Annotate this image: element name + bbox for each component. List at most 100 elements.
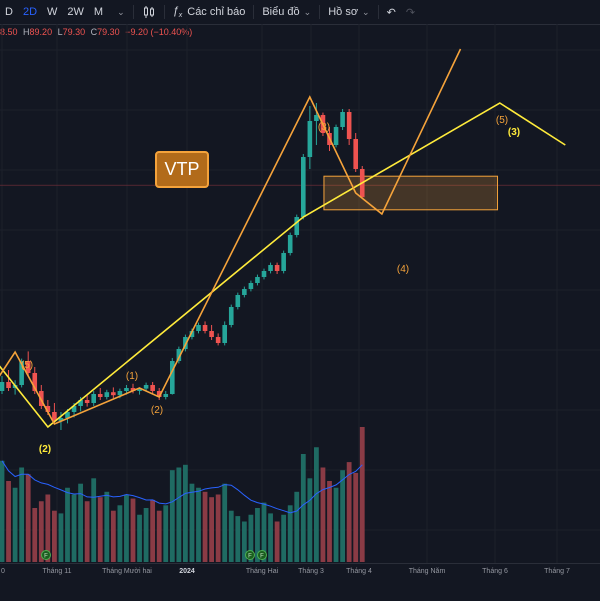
- candle-body: [32, 373, 38, 391]
- time-axis-label: Tháng Năm: [408, 568, 446, 575]
- change-value: −9.20 (−10.40%): [125, 27, 193, 37]
- price-chart[interactable]: (5) (2) (1) (2) (3) (4) (5) (3) F F F: [0, 24, 600, 563]
- volume-bar: [215, 494, 221, 562]
- volume-bar: [196, 487, 201, 562]
- interval-w[interactable]: W: [47, 6, 58, 18]
- volume-bar: [124, 494, 129, 562]
- time-axis-label: Tháng 4: [346, 568, 372, 575]
- candle-body: [130, 388, 136, 391]
- volume-bar: [209, 497, 214, 562]
- candle-body: [52, 412, 57, 421]
- candle-body: [294, 217, 300, 235]
- volume-bar: [143, 508, 149, 562]
- candle-body: [353, 139, 358, 169]
- volume-bar: [45, 494, 51, 562]
- indicators-icon: ƒx: [172, 4, 183, 20]
- candle-body: [25, 361, 31, 373]
- event-marker[interactable]: F: [257, 550, 267, 560]
- volume-bar: [281, 514, 287, 562]
- interval-2d[interactable]: 2D: [22, 6, 38, 18]
- volume-bar: [71, 494, 77, 562]
- candle-body: [78, 400, 83, 406]
- volume-bar: [78, 483, 83, 562]
- event-marker[interactable]: F: [41, 550, 51, 560]
- volume-bar: [84, 501, 90, 562]
- volume-bar: [300, 454, 306, 562]
- candle-body: [156, 391, 162, 397]
- interval-2w[interactable]: 2W: [67, 6, 84, 18]
- symbol-badge[interactable]: VTP: [155, 151, 209, 188]
- time-axis[interactable]: 0 Tháng 11 Tháng Mười hai 2024 Tháng Hai Thán…: [0, 563, 600, 601]
- wave-label-3-peak: (3): [318, 122, 330, 133]
- event-marker[interactable]: F: [245, 550, 255, 560]
- volume-bar: [241, 521, 247, 562]
- volume-bar: [235, 516, 241, 562]
- volume-bar: [176, 467, 182, 562]
- candle-body: [176, 349, 182, 361]
- support-zone-box[interactable]: [323, 175, 499, 211]
- yellow-wave-line[interactable]: [0, 102, 566, 429]
- candle-body: [222, 325, 227, 343]
- candle-body: [84, 400, 90, 403]
- volume-bar: [189, 483, 195, 562]
- wave-label-3-target: (3): [508, 127, 520, 138]
- candle-body: [19, 361, 24, 385]
- volume-bar: [97, 497, 103, 562]
- volume-bar: [6, 481, 11, 562]
- high-value: 89.20: [29, 27, 53, 37]
- volume-bar: [314, 447, 319, 562]
- volume-bar: [327, 481, 332, 562]
- ohlc-legend: 8.50 H89.20 L79.30 C79.30 −9.20 (−10.40%…: [0, 27, 192, 37]
- volume-bar: [19, 467, 25, 562]
- undo-icon: ↶: [386, 6, 396, 19]
- candle-body: [91, 394, 96, 403]
- time-axis-label: Tháng 11: [42, 568, 72, 575]
- orange-wave-line[interactable]: [0, 48, 462, 426]
- candle-body: [6, 382, 11, 388]
- candle-body: [242, 289, 247, 295]
- interval-m[interactable]: M: [93, 6, 104, 18]
- volume-bar: [38, 501, 44, 562]
- candle-body: [287, 235, 293, 253]
- volume-bar: [346, 462, 352, 562]
- close-value: 79.30: [97, 27, 120, 37]
- time-axis-label: 2024: [179, 568, 195, 575]
- candle-body: [261, 271, 267, 277]
- redo-button[interactable]: ↷: [401, 0, 420, 24]
- interval-menu[interactable]: ⌄: [108, 0, 130, 24]
- time-axis-label: Tháng 3: [298, 568, 324, 575]
- volume-bar: [261, 502, 267, 562]
- profile-button[interactable]: Hồ sơ ⌄: [323, 0, 374, 24]
- candle-style-button[interactable]: [137, 0, 161, 24]
- interval-d[interactable]: D: [5, 6, 13, 18]
- volume-bar: [255, 508, 260, 562]
- volume-bar: [353, 472, 359, 562]
- time-axis-label: Tháng Mười hai: [102, 568, 152, 575]
- undo-button[interactable]: ↶: [382, 0, 401, 24]
- volume-bar: [156, 510, 162, 562]
- candle-body: [346, 112, 352, 139]
- candle-body: [97, 394, 103, 397]
- indicators-button[interactable]: ƒx Các chỉ báo: [168, 0, 251, 24]
- event-marker-label: F: [260, 554, 264, 560]
- volume-bar: [163, 505, 169, 562]
- volume-bar: [65, 487, 70, 562]
- profile-label: Hồ sơ: [328, 6, 359, 18]
- volume-bar: [294, 491, 300, 562]
- candle-body: [58, 418, 64, 421]
- candle-body: [307, 121, 313, 157]
- wave-label-2-low: (2): [39, 444, 51, 455]
- volume-bar: [12, 487, 18, 562]
- candle-body: [215, 337, 221, 343]
- volume-bar: [320, 467, 326, 562]
- chart-type-button[interactable]: Biểu đồ ⌄: [257, 0, 316, 24]
- candle-body: [202, 325, 208, 331]
- candle-body: [281, 253, 286, 271]
- volume-bar: [340, 470, 345, 562]
- candle-body: [45, 406, 51, 412]
- volume-bar: [359, 427, 365, 562]
- wave-label-1: (1): [126, 371, 138, 382]
- volume-bar: [137, 514, 142, 562]
- volume-bar: [307, 478, 313, 562]
- time-axis-label: Tháng 7: [544, 568, 570, 575]
